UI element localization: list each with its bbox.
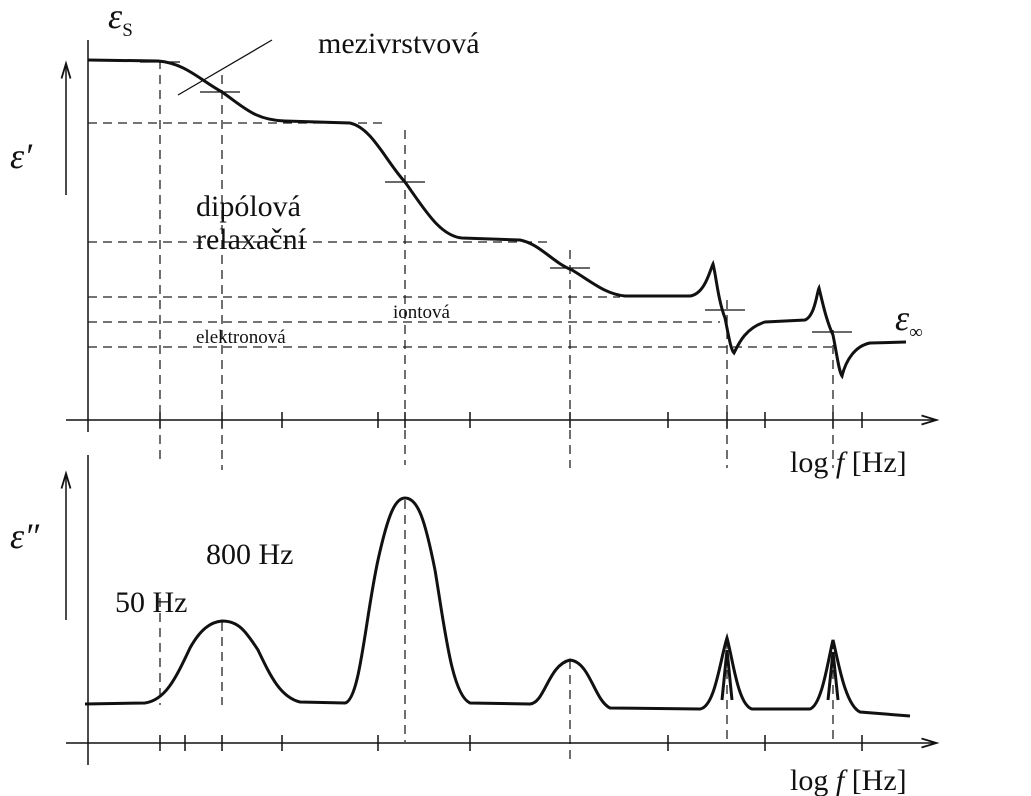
guides: [88, 60, 835, 762]
ionic-label: iontová: [393, 302, 451, 323]
electronic-label: elektronová: [196, 327, 286, 348]
x-axis-label-bottom: log f [Hz]: [790, 764, 907, 796]
loss-peak-inner: [720, 649, 840, 701]
dipole-label: dipólová: [196, 190, 301, 223]
relaxation-label: relaxační: [196, 223, 307, 256]
hz800-label: 800 Hz: [206, 538, 293, 571]
crosshair-marks: [140, 39, 852, 333]
permittivity-curve: [87, 58, 907, 380]
interlayer-label: mezivrstvová: [318, 27, 480, 60]
eps-s-label: εS: [108, 0, 133, 41]
ticks-bottom: [159, 735, 863, 751]
eps-inf-label: ε∞: [895, 298, 923, 343]
eps-imag-label: ε″: [10, 516, 40, 556]
loss-curve: [84, 496, 911, 718]
x-axis-label-top: log f [Hz]: [790, 446, 907, 479]
hz50-label: 50 Hz: [115, 586, 187, 619]
eps-real-label: ε′: [10, 136, 33, 176]
